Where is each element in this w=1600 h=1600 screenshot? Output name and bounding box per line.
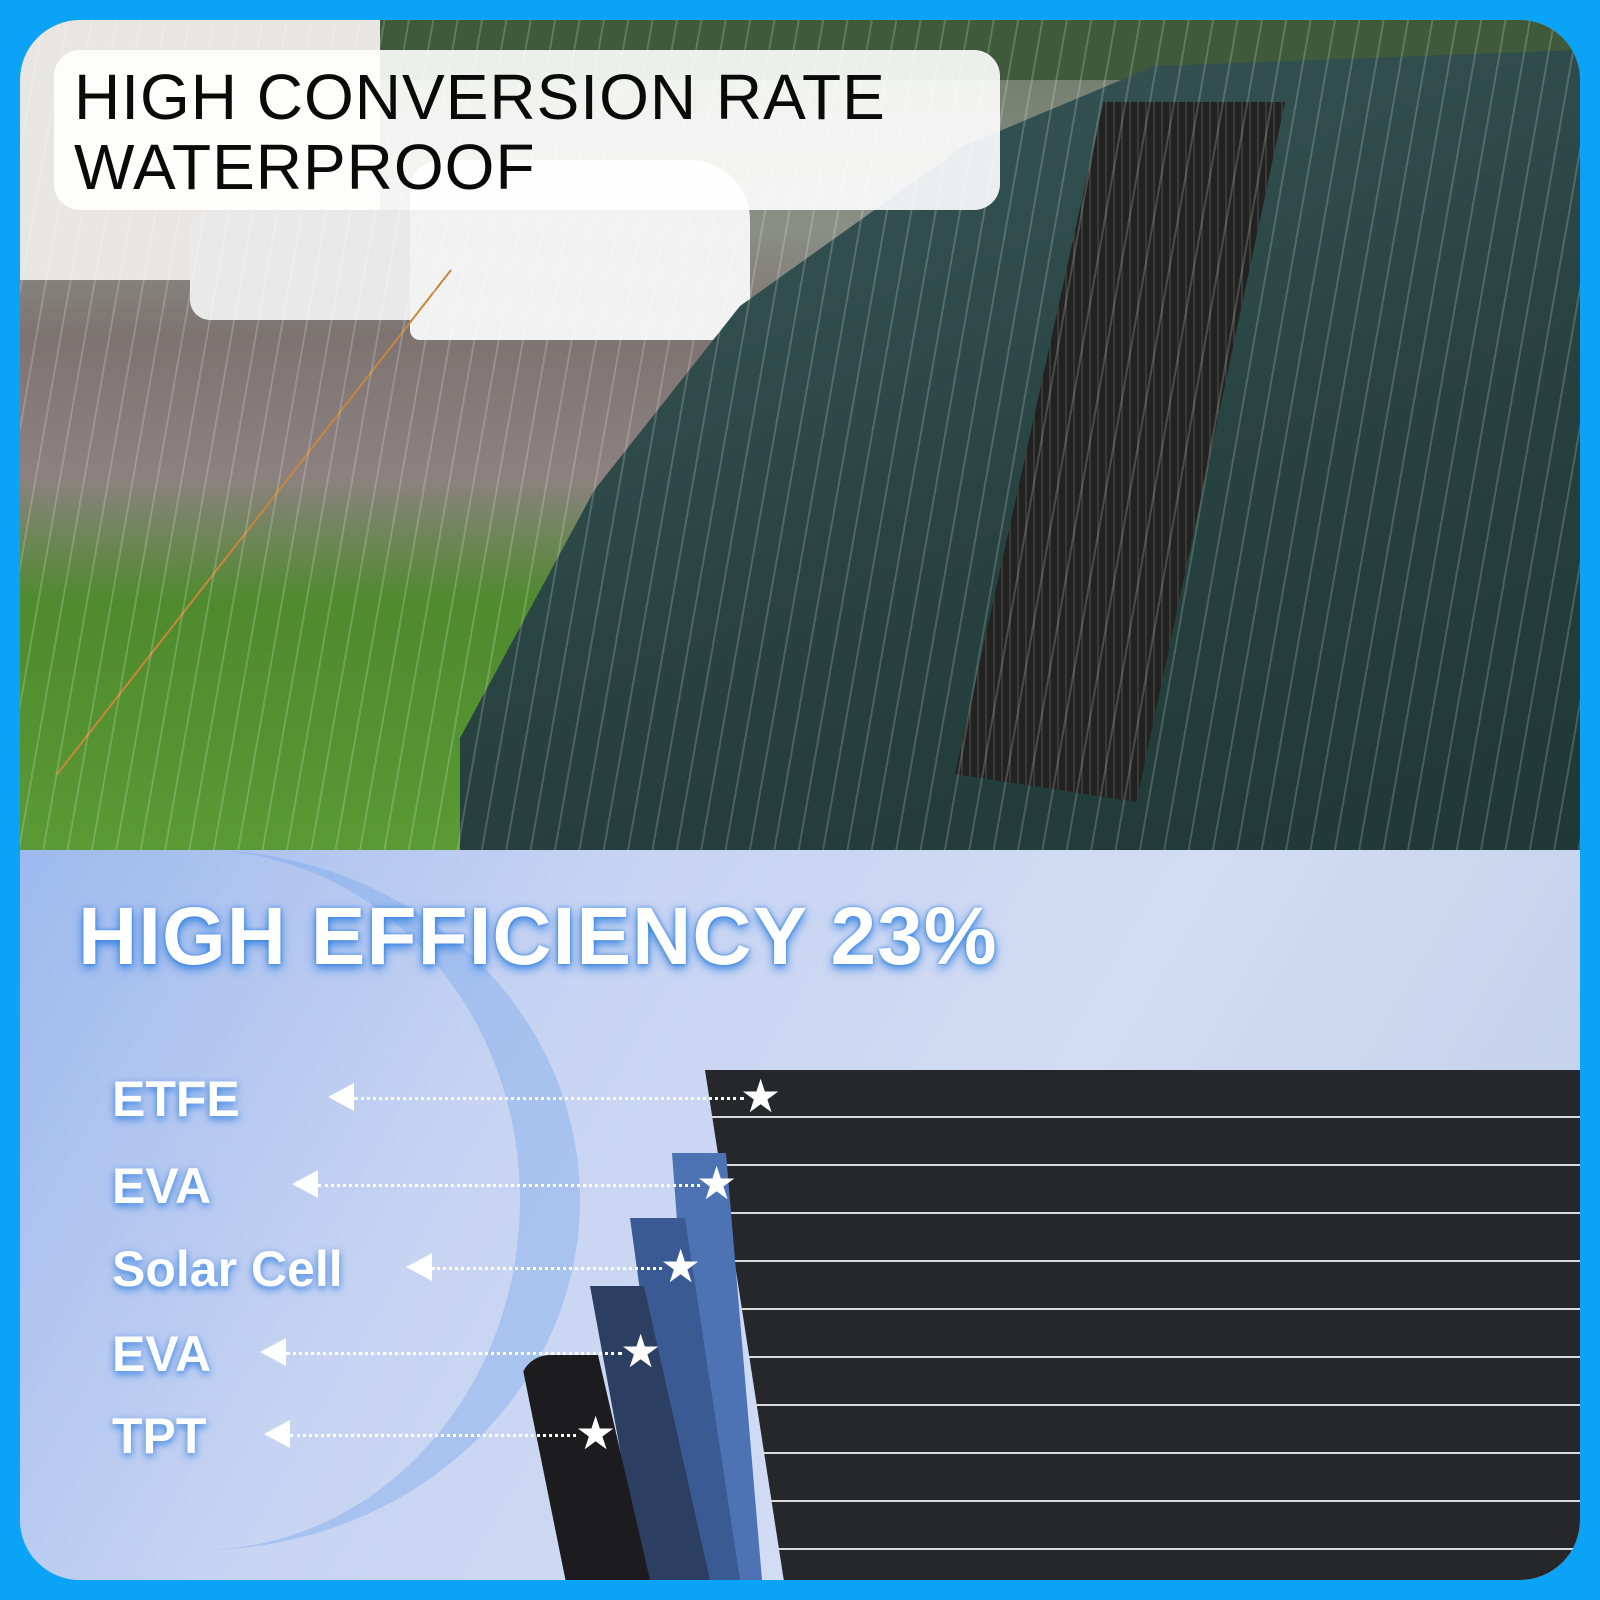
layers-section: HIGH EFFICIENCY 23% ETFE ★ EVA ★ Solar C… bbox=[20, 850, 1580, 1580]
arrow-left-icon bbox=[292, 1170, 318, 1198]
label-solar-cell: Solar Cell bbox=[112, 1241, 343, 1297]
layer-etfe-panel bbox=[705, 1070, 1580, 1580]
efficiency-headline: HIGH EFFICIENCY 23% bbox=[78, 891, 998, 982]
product-image-frame: HIGH CONVERSION RATE WATERPROOF HIGH EFF… bbox=[20, 20, 1580, 1580]
label-etfe: ETFE bbox=[112, 1071, 240, 1127]
arrow-left-icon bbox=[260, 1338, 286, 1366]
star-icon: ★ bbox=[620, 1325, 662, 1377]
caravan bbox=[190, 210, 430, 320]
dotted-leader bbox=[432, 1267, 662, 1270]
star-icon: ★ bbox=[575, 1407, 617, 1459]
arrow-left-icon bbox=[264, 1420, 290, 1448]
star-icon: ★ bbox=[696, 1157, 738, 1209]
dotted-leader bbox=[318, 1184, 700, 1187]
label-eva-2: EVA bbox=[112, 1326, 212, 1382]
dotted-leader bbox=[286, 1352, 622, 1355]
star-icon: ★ bbox=[740, 1070, 782, 1122]
dotted-leader bbox=[354, 1097, 744, 1100]
label-eva: EVA bbox=[112, 1158, 212, 1214]
tent-rain-photo: HIGH CONVERSION RATE WATERPROOF bbox=[20, 20, 1580, 850]
title-line-1: HIGH CONVERSION RATE bbox=[74, 61, 886, 133]
dotted-leader bbox=[290, 1434, 576, 1437]
title-line-2: WATERPROOF bbox=[74, 131, 536, 203]
arrow-left-icon bbox=[328, 1083, 354, 1111]
arrow-left-icon bbox=[406, 1253, 432, 1281]
label-tpt: TPT bbox=[112, 1408, 207, 1464]
title-box: HIGH CONVERSION RATE WATERPROOF bbox=[54, 50, 1000, 210]
star-icon: ★ bbox=[660, 1240, 702, 1292]
